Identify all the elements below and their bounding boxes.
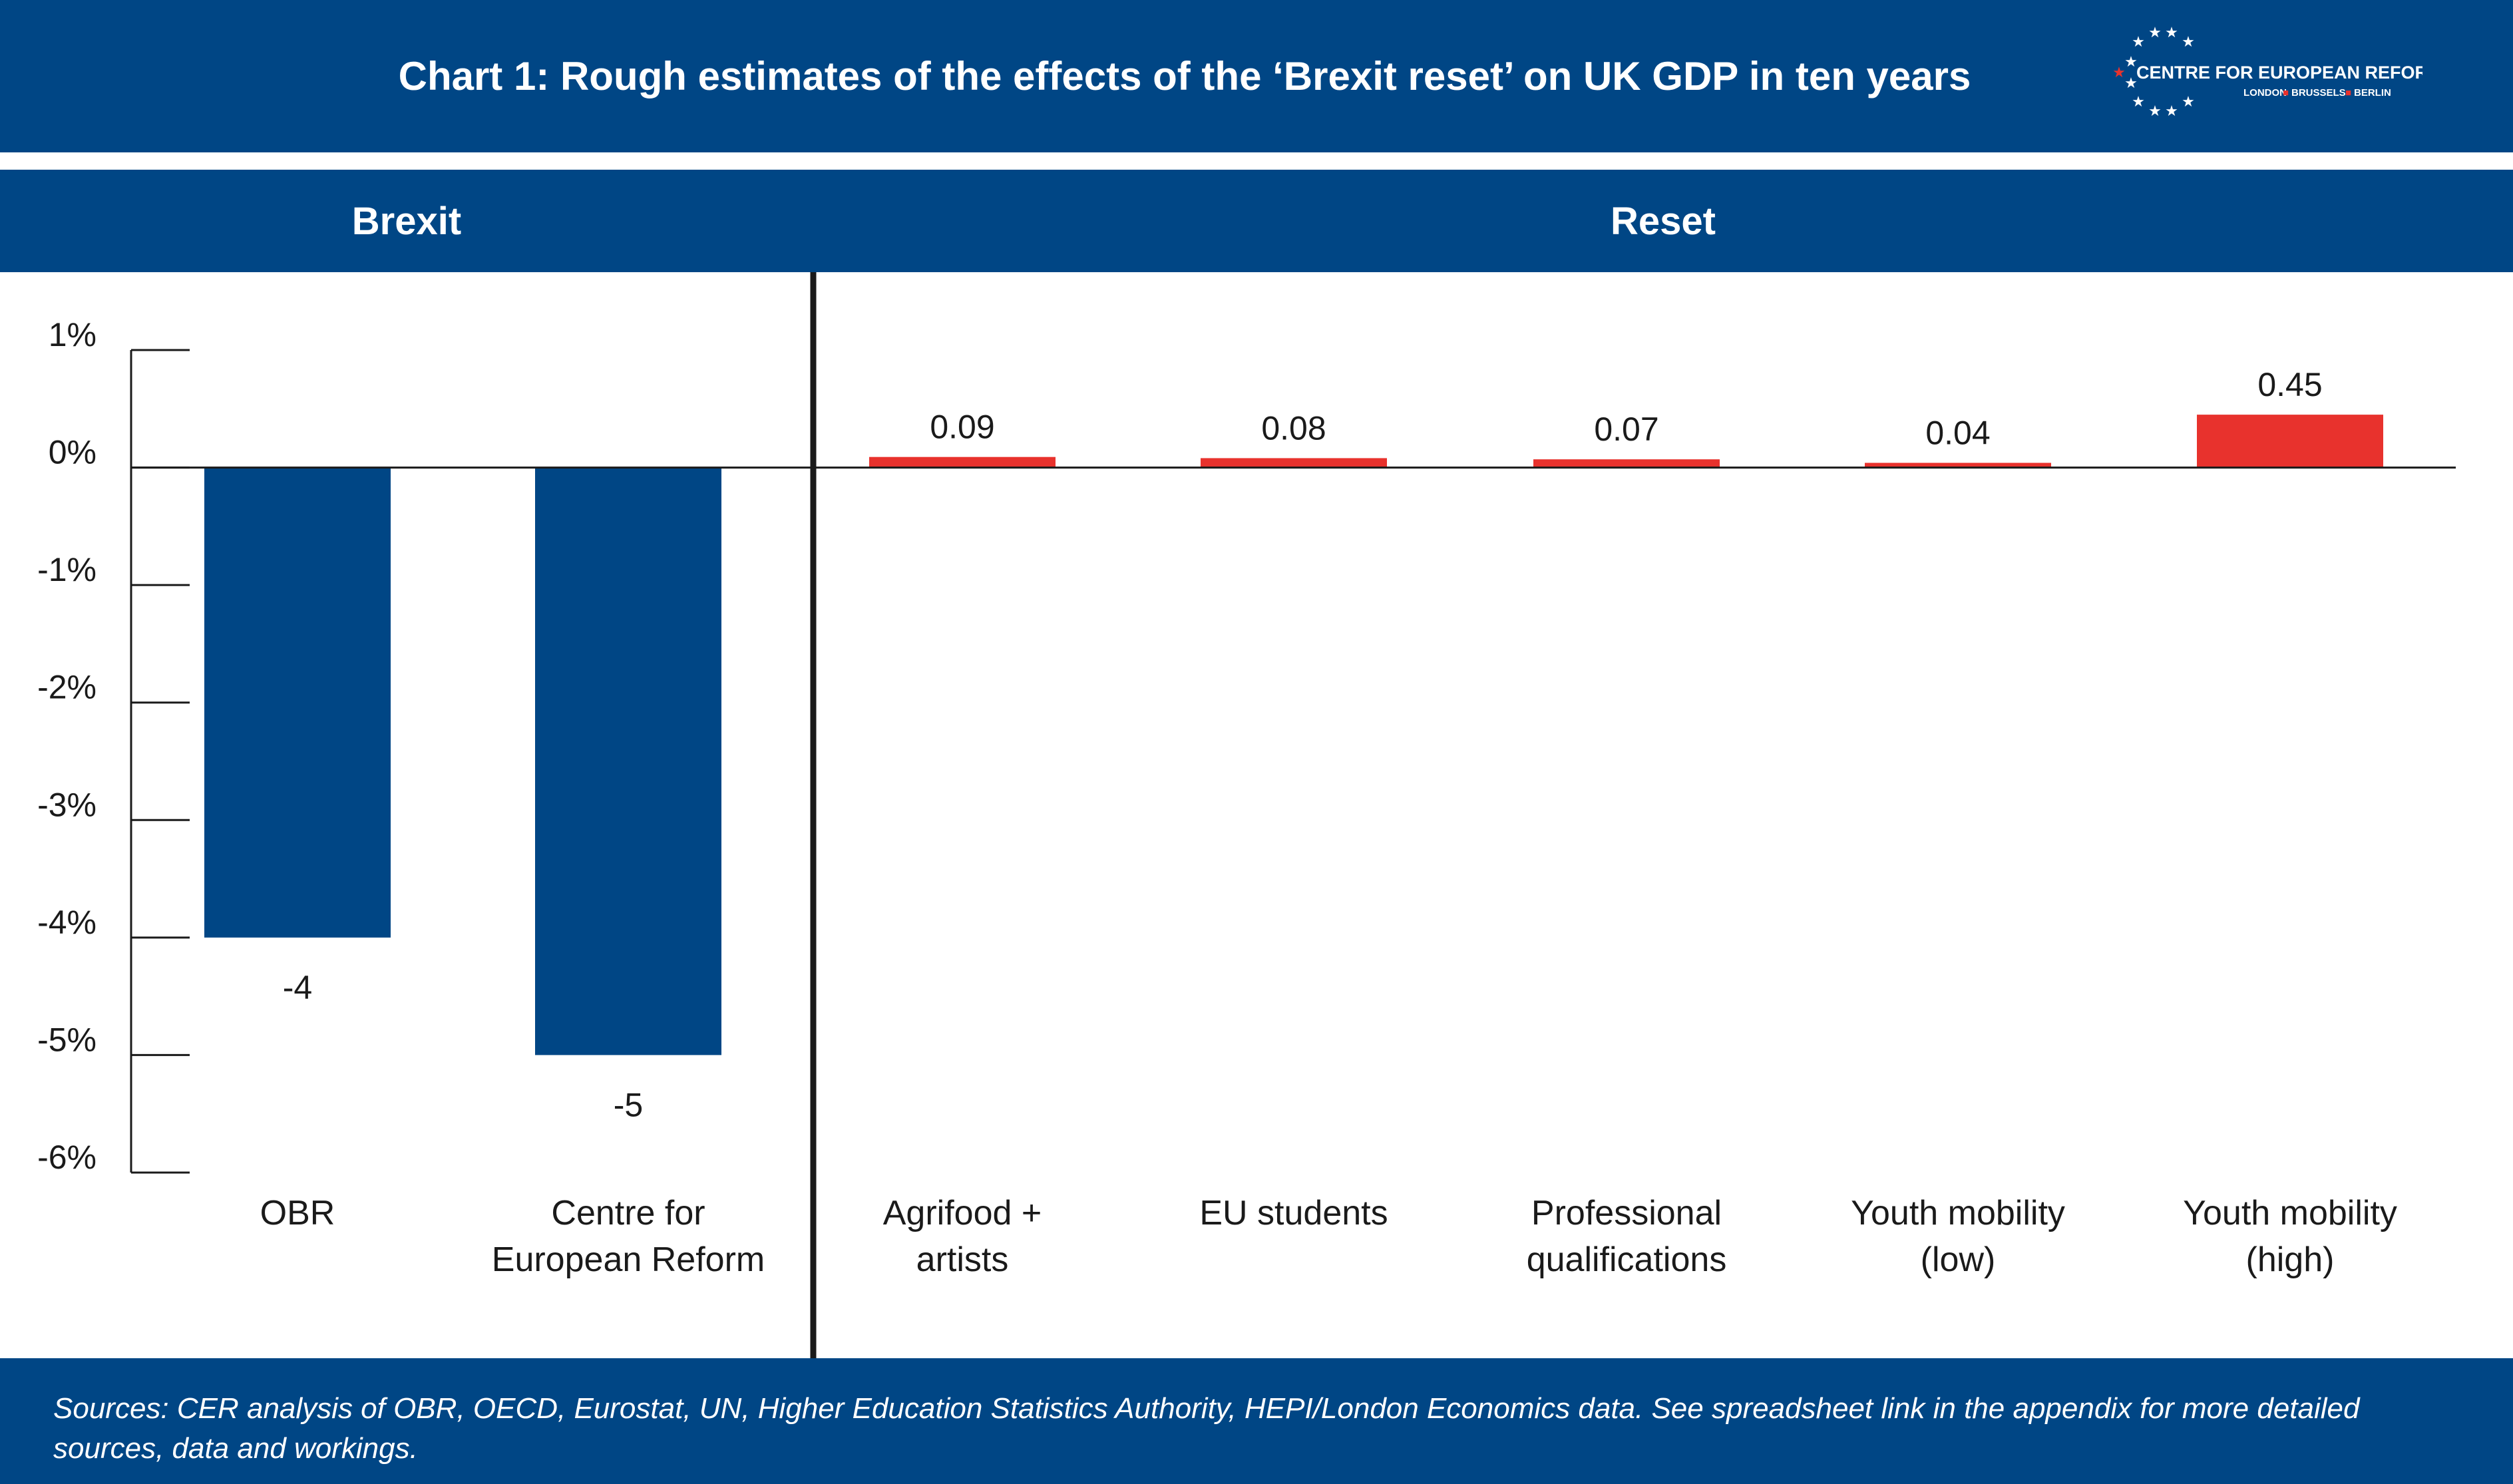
data-label: 0.09: [930, 409, 994, 446]
x-category-label: Youth mobility: [1851, 1194, 2065, 1232]
svg-text:★: ★: [2124, 75, 2138, 91]
logo-city-brussels: BRUSSELS: [2291, 87, 2346, 98]
bar: [535, 467, 721, 1055]
svg-text:★: ★: [2124, 53, 2138, 70]
section-title-reset: Reset: [1611, 199, 1716, 243]
y-tick-label: -3%: [37, 786, 97, 823]
svg-text:★: ★: [2132, 93, 2145, 110]
svg-text:★: ★: [2165, 102, 2178, 119]
svg-text:★: ★: [2148, 24, 2162, 41]
data-label: -4: [283, 969, 312, 1006]
data-label: 0.07: [1594, 411, 1658, 448]
data-label: 0.04: [1925, 415, 1990, 452]
y-tick-label: 0%: [49, 434, 97, 471]
y-tick-label: -6%: [37, 1139, 97, 1176]
logo-city-berlin: BERLIN: [2354, 87, 2391, 98]
bar: [1201, 458, 1387, 468]
y-tick-label: 1%: [49, 316, 97, 353]
bar: [869, 457, 1056, 468]
logo-name: CENTRE FOR EUROPEAN REFORM: [2136, 63, 2422, 83]
cer-logo: ★ ★ ★ ★ ★ ★ ★ ★ ★ ★ ★ CENTRE FOR EUROPEA…: [2112, 24, 2422, 119]
bar: [2197, 415, 2383, 468]
footer-band: [0, 1358, 2513, 1484]
y-tick-label: -2%: [37, 669, 97, 706]
svg-text:★: ★: [2182, 33, 2195, 50]
y-tick-label: -1%: [37, 551, 97, 588]
x-category-label: Youth mobility: [2183, 1194, 2397, 1232]
bar: [1865, 463, 2051, 468]
x-category-label: (low): [1921, 1240, 1996, 1279]
x-category-label: Professional: [1531, 1194, 1722, 1232]
x-category-label: EU students: [1199, 1194, 1388, 1232]
svg-text:■: ■: [2345, 87, 2351, 98]
x-category-label: Agrifood +: [883, 1194, 1042, 1232]
chart-title: Chart 1: Rough estimates of the effects …: [398, 54, 1971, 98]
x-category-label: Centre for: [551, 1194, 705, 1232]
x-category-label: (high): [2246, 1240, 2335, 1279]
x-category-label: qualifications: [1527, 1240, 1727, 1279]
x-category-label: OBR: [260, 1194, 335, 1232]
x-category-label: artists: [916, 1240, 1009, 1279]
section-band: [0, 170, 2513, 272]
svg-text:■: ■: [2283, 87, 2289, 98]
x-category-label: European Reform: [492, 1240, 765, 1279]
svg-text:★: ★: [2132, 33, 2145, 50]
bar: [1533, 459, 1720, 468]
sources-note: Sources: CER analysis of OBR, OECD, Euro…: [53, 1392, 2360, 1465]
svg-text:★: ★: [2165, 24, 2178, 41]
bar-chart: 1% 0% -1% -2% -3% -4% -5% -6% -4 OBR -5 Centre for E…: [37, 272, 2456, 1358]
y-tick-label: -5%: [37, 1021, 97, 1058]
data-label: 0.08: [1261, 409, 1326, 447]
bar: [204, 467, 391, 938]
data-label: 0.45: [2257, 366, 2322, 403]
data-label: -5: [614, 1086, 643, 1123]
svg-text:★: ★: [2112, 64, 2126, 81]
svg-text:★: ★: [2182, 93, 2195, 110]
svg-text:★: ★: [2148, 102, 2162, 119]
title-band: [0, 0, 2513, 152]
section-title-brexit: Brexit: [351, 199, 462, 243]
logo-city-london: LONDON: [2243, 87, 2287, 98]
y-tick-label: -4%: [37, 904, 97, 941]
